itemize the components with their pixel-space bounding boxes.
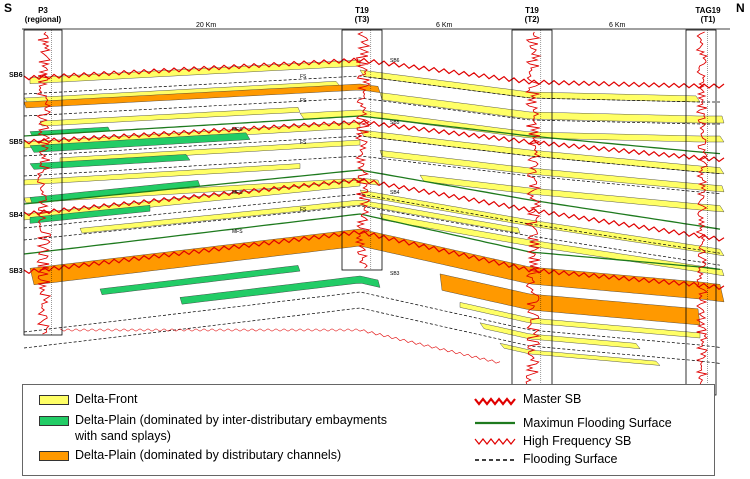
flooding-surface [23,97,720,125]
section-label: FS [300,74,307,80]
distance-label: 6 Km [609,22,626,29]
distance-label: 6 Km [436,22,453,29]
well-label-t3: T19 (T3) [342,6,382,24]
delta-plain-green-bed [179,275,381,305]
delta-plain-green-bed [29,154,191,170]
section-label: MFS [232,127,243,133]
correlation-lines [23,57,725,364]
well-name: T19 [355,6,369,15]
legend-fs: Flooding Surface [523,452,618,466]
section-label: FS [300,140,307,146]
delta-front-bed [499,342,661,366]
master-sb-line [23,119,725,163]
legend-delta-plain-channels: Delta-Plain (dominated by distributary c… [75,448,342,462]
master-sb-line [23,229,725,291]
distance-label: 20 Km [196,22,217,29]
sb-label: SB5 [9,139,23,146]
sb-label: SB6 [9,72,23,79]
delta-front-bed [379,92,725,124]
flooding-surface [23,135,721,174]
section-label: FS [300,207,307,213]
well-frame [23,29,63,336]
direction-south: S [4,1,13,15]
flooding-surface [23,155,721,194]
delta-front-bed [359,189,725,257]
direction-north: N [736,1,745,15]
sb-label: SB3 [9,268,23,275]
sb-label: SB4 [9,212,23,219]
delta-plain-green-bed [29,205,151,224]
section-label: MFS [232,229,243,235]
well-sub: (T3) [354,15,370,24]
delta-front-bed [23,163,301,186]
legend-delta-plain-embayments: Delta-Plain (dominated by inter-distribu… [75,413,387,427]
delta-plain-orange-bed [23,83,381,109]
stratigraphic-layers [23,59,725,366]
legend-master-sb: Master SB [523,392,582,406]
well-name: P3 [38,6,48,15]
delta-front-bed [79,200,521,234]
master-sb-line [23,57,725,89]
well-label-p3: P3 (regional) [24,6,62,24]
gamma-log-curve [354,31,371,269]
max-flooding-surface [23,115,721,155]
well-label-t2: T19 (T2) [512,6,552,24]
swatch-delta-plain-orange [39,451,69,461]
section-label: SB3 [390,271,400,277]
gamma-log-curve [524,31,542,385]
delta-front-bed [479,322,641,349]
well-logs [23,29,717,396]
swatch-delta-plain-green [39,416,69,426]
delta-front-bed [39,107,301,127]
flooding-surface [23,291,721,348]
delta-plain-green-bed [29,132,251,153]
well-name: TAG19 [695,6,721,15]
flooding-surface [23,205,721,266]
legend-delta-plain-embayments-2: with sand splays) [75,429,171,443]
swatch-delta-front [39,395,69,405]
delta-front-bed [299,109,725,143]
delta-plain-orange-bed [439,273,701,326]
legend-line-symbols [474,397,516,461]
section-label: MFS [232,190,243,196]
delta-plain-green-bed [99,265,301,295]
well-name: T19 [525,6,539,15]
gamma-log-curve [36,31,52,335]
flooding-surface [23,193,721,254]
flooding-surface [23,307,721,364]
well-sub: (T2) [524,15,540,24]
master-sb-line [23,177,725,242]
hf-sb-line [59,328,501,364]
legend-delta-front: Delta-Front [75,392,138,406]
max-flooding-surface [23,213,721,271]
flooding-surface [23,75,720,103]
well-label-t1: TAG19 (T1) [686,6,730,24]
section-label: SB5 [390,120,400,126]
max-flooding-surface [23,169,721,230]
section-label: FS [300,98,307,104]
hf-sb-symbol [474,438,516,445]
section-label: SB4 [390,190,400,196]
well-sub: (regional) [24,15,62,24]
legend: Delta-Front Delta-Plain (dominated by in… [22,384,715,476]
legend-mfs: Maximun Flooding Surface [523,416,672,430]
delta-plain-orange-bed [29,228,725,303]
section-label: SB6 [390,58,400,64]
gamma-log-curve [695,31,709,395]
legend-hf-sb: High Frequency SB [523,434,632,448]
well-sub: (T1) [700,15,716,24]
master-sb-symbol [474,397,516,406]
delta-front-bed [419,174,725,213]
well-frame [341,29,383,271]
